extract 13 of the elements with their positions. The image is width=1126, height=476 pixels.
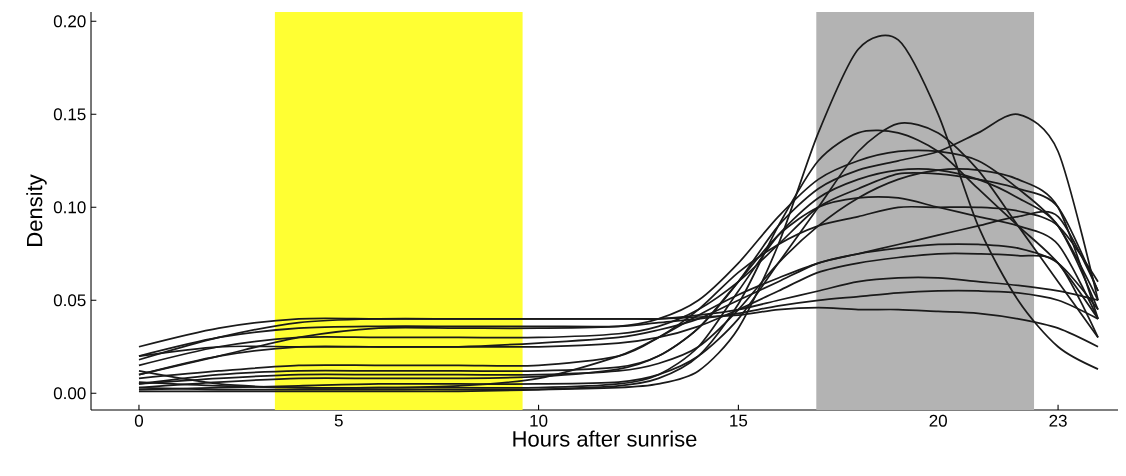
y-tick-label: 0.15 [53,108,86,121]
y-tick-label: 0.20 [53,15,86,28]
x-tick-label: 20 [929,414,947,427]
x-tick-label: 0 [134,414,144,427]
x-tick-label: 10 [530,414,548,427]
x-axis-title: Hours after sunrise [513,430,697,447]
x-tick-label: 23 [1049,414,1067,427]
y-axis-title: Density [26,174,47,246]
x-tick-label: 15 [730,414,748,427]
y-tick-label: 0.05 [53,294,86,307]
x-tick-label: 5 [334,414,343,427]
y-tick-label: 0.00 [53,387,86,400]
y-tick-label: 0.10 [53,201,86,214]
